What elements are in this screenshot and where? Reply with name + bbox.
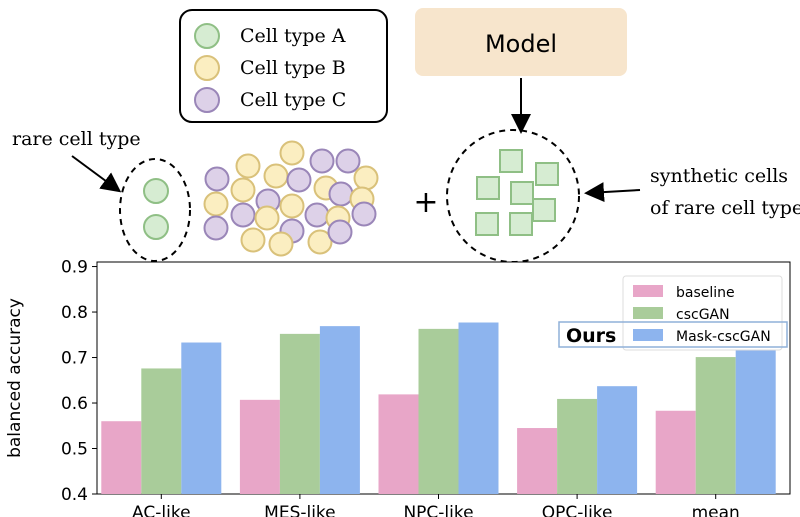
ours-annotation: Ours	[558, 321, 788, 348]
x-axis: AC-like MES-like NPC-like OPC-like mean	[132, 494, 740, 517]
mixed-cell	[335, 148, 361, 174]
x-tick-label: NPC-like	[403, 503, 473, 517]
bar-cscgan	[141, 368, 182, 494]
model-label: Model	[485, 30, 557, 58]
mixed-cell	[328, 181, 354, 207]
bar-mask-cscgan	[181, 342, 222, 494]
mixed-cell	[353, 165, 379, 191]
bar-baseline	[378, 394, 419, 494]
mixed-cell	[304, 202, 330, 228]
bars	[101, 322, 776, 494]
x-tick-label: OPC-like	[542, 503, 613, 517]
legend-swatch-b	[194, 55, 220, 81]
bar-cscgan	[557, 398, 598, 494]
legend-entry: Mask-cscGAN	[676, 329, 771, 345]
mixed-cell	[286, 167, 312, 193]
y-tick-label: 0.9	[61, 258, 88, 278]
legend-label-a: Cell type A	[240, 25, 346, 47]
ours-label: Ours	[566, 325, 616, 347]
bar-mask-cscgan	[597, 386, 638, 494]
x-tick-label: MES-like	[264, 503, 335, 517]
mixed-cell	[230, 177, 256, 203]
mixed-cell	[240, 227, 266, 253]
synthetic-cell-cluster	[446, 129, 580, 263]
bar-mask-cscgan	[735, 344, 776, 494]
synthetic-label-line2: of rare cell type	[650, 197, 800, 219]
mixed-cell	[254, 205, 280, 231]
mixed-cell	[279, 193, 305, 219]
synthetic-label-line1: synthetic cells	[650, 165, 788, 187]
legend-label-c: Cell type C	[240, 89, 346, 111]
legend-swatch	[633, 307, 663, 319]
rare-arrow	[71, 155, 122, 193]
legend-swatch	[633, 329, 663, 341]
mixed-cell	[307, 229, 333, 255]
bar-baseline	[517, 428, 558, 494]
bar-baseline	[101, 421, 142, 494]
mixed-cell	[309, 148, 335, 174]
rare-cell-type-label: rare cell type	[12, 128, 141, 150]
y-tick-label: 0.6	[61, 394, 88, 414]
bar-cscgan	[695, 357, 736, 494]
bar-cscgan	[279, 333, 320, 494]
legend-swatch-c	[194, 87, 220, 113]
mixed-cell-population	[203, 140, 379, 257]
x-tick-label: mean	[692, 503, 740, 517]
legend-entry: baseline	[676, 285, 735, 301]
bar-mask-cscgan	[319, 326, 360, 494]
synthetic-arrow	[584, 182, 641, 203]
plus-sign: +	[413, 185, 438, 220]
mixed-cell	[204, 166, 230, 192]
bar-baseline	[655, 410, 696, 494]
mixed-cell	[263, 163, 289, 189]
x-tick-label: AC-like	[132, 503, 190, 517]
y-tick-label: 0.5	[61, 440, 88, 460]
legend-swatch	[633, 285, 663, 297]
mixed-cell	[203, 191, 229, 217]
legend-label-b: Cell type B	[240, 57, 346, 79]
y-tick-label: 0.4	[61, 485, 88, 505]
mixed-cell	[203, 215, 229, 241]
bar-baseline	[239, 399, 280, 494]
mixed-cell	[230, 202, 256, 228]
mixed-cell	[351, 201, 377, 227]
y-axis: 0.4 0.5 0.6 0.7 0.8 0.9	[61, 258, 97, 505]
y-axis-label: balanced accuracy	[5, 298, 25, 458]
mixed-cell	[235, 153, 261, 179]
mixed-cell	[279, 140, 305, 166]
cell-type-legend: Cell type A Cell type B Cell type C	[179, 9, 388, 123]
bar-cscgan	[418, 328, 459, 494]
y-tick-label: 0.8	[61, 303, 88, 323]
mixed-cell	[268, 231, 294, 257]
chart-legend: baseline cscGAN Mask-cscGAN	[622, 275, 783, 351]
bar-mask-cscgan	[458, 322, 499, 494]
mixed-cell	[327, 219, 353, 245]
y-tick-label: 0.7	[61, 349, 88, 369]
model-box: Model	[415, 8, 627, 76]
rare-cell-cluster	[119, 158, 191, 262]
legend-swatch-a	[194, 23, 220, 49]
legend-entry: cscGAN	[676, 307, 730, 323]
bar-chart: 0.4 0.5 0.6 0.7 0.8 0.9 AC-like MES-like NPC-li…	[5, 258, 791, 517]
